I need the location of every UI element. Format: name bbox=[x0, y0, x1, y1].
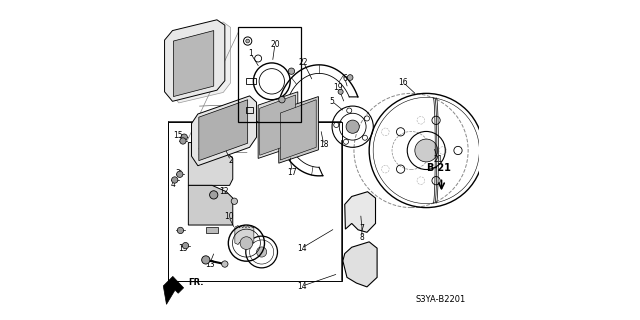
Text: 3: 3 bbox=[175, 169, 180, 178]
Polygon shape bbox=[171, 22, 230, 103]
Polygon shape bbox=[163, 276, 184, 304]
Text: 15: 15 bbox=[178, 244, 188, 253]
Bar bbox=[168, 122, 342, 281]
Text: 14: 14 bbox=[297, 244, 307, 253]
Circle shape bbox=[180, 138, 186, 144]
Circle shape bbox=[338, 89, 343, 94]
Text: 14: 14 bbox=[297, 282, 307, 291]
Text: 10: 10 bbox=[224, 212, 234, 221]
Polygon shape bbox=[260, 95, 296, 155]
Polygon shape bbox=[188, 142, 233, 185]
Circle shape bbox=[346, 120, 359, 133]
Polygon shape bbox=[164, 20, 225, 101]
Text: 11: 11 bbox=[197, 148, 207, 156]
Circle shape bbox=[348, 75, 353, 80]
Text: 5: 5 bbox=[330, 97, 335, 106]
Bar bbox=[246, 107, 253, 113]
Circle shape bbox=[202, 256, 210, 264]
Circle shape bbox=[172, 177, 178, 183]
Text: 20: 20 bbox=[270, 40, 280, 49]
Polygon shape bbox=[188, 185, 233, 225]
Text: 1: 1 bbox=[248, 49, 253, 58]
Polygon shape bbox=[173, 31, 214, 97]
Circle shape bbox=[415, 139, 438, 162]
Circle shape bbox=[181, 134, 188, 140]
Circle shape bbox=[246, 39, 250, 43]
Polygon shape bbox=[280, 100, 316, 160]
Polygon shape bbox=[258, 92, 298, 158]
Text: 6: 6 bbox=[342, 74, 347, 83]
Polygon shape bbox=[343, 242, 377, 287]
Circle shape bbox=[240, 237, 253, 250]
Circle shape bbox=[177, 171, 183, 178]
Text: 12: 12 bbox=[220, 187, 229, 196]
Polygon shape bbox=[191, 96, 257, 166]
Bar bbox=[246, 77, 256, 84]
Text: 16: 16 bbox=[398, 78, 408, 87]
Bar bbox=[237, 27, 301, 122]
Bar bbox=[206, 227, 218, 233]
Text: 18: 18 bbox=[319, 140, 328, 149]
Polygon shape bbox=[279, 97, 319, 163]
Text: B-21: B-21 bbox=[426, 163, 451, 173]
Text: FR.: FR. bbox=[189, 278, 204, 287]
Circle shape bbox=[182, 243, 189, 249]
Circle shape bbox=[288, 68, 294, 74]
Text: 9: 9 bbox=[203, 43, 207, 52]
Polygon shape bbox=[345, 192, 376, 232]
Circle shape bbox=[221, 261, 228, 267]
Text: 17: 17 bbox=[287, 168, 297, 177]
Text: 21: 21 bbox=[433, 155, 443, 164]
Circle shape bbox=[279, 97, 285, 103]
Text: S3YA-B2201: S3YA-B2201 bbox=[415, 295, 465, 304]
Text: 4: 4 bbox=[171, 180, 176, 189]
Circle shape bbox=[257, 247, 267, 257]
Circle shape bbox=[210, 191, 218, 199]
Circle shape bbox=[231, 198, 237, 204]
Text: 7: 7 bbox=[360, 224, 364, 233]
Text: 13: 13 bbox=[205, 260, 214, 268]
Text: 22: 22 bbox=[299, 58, 308, 67]
Polygon shape bbox=[199, 100, 248, 161]
Text: 8: 8 bbox=[360, 233, 364, 242]
Circle shape bbox=[177, 227, 184, 234]
Text: 2: 2 bbox=[228, 156, 233, 165]
Text: 15: 15 bbox=[173, 131, 182, 140]
Text: 19: 19 bbox=[333, 83, 343, 92]
Bar bbox=[206, 144, 218, 150]
